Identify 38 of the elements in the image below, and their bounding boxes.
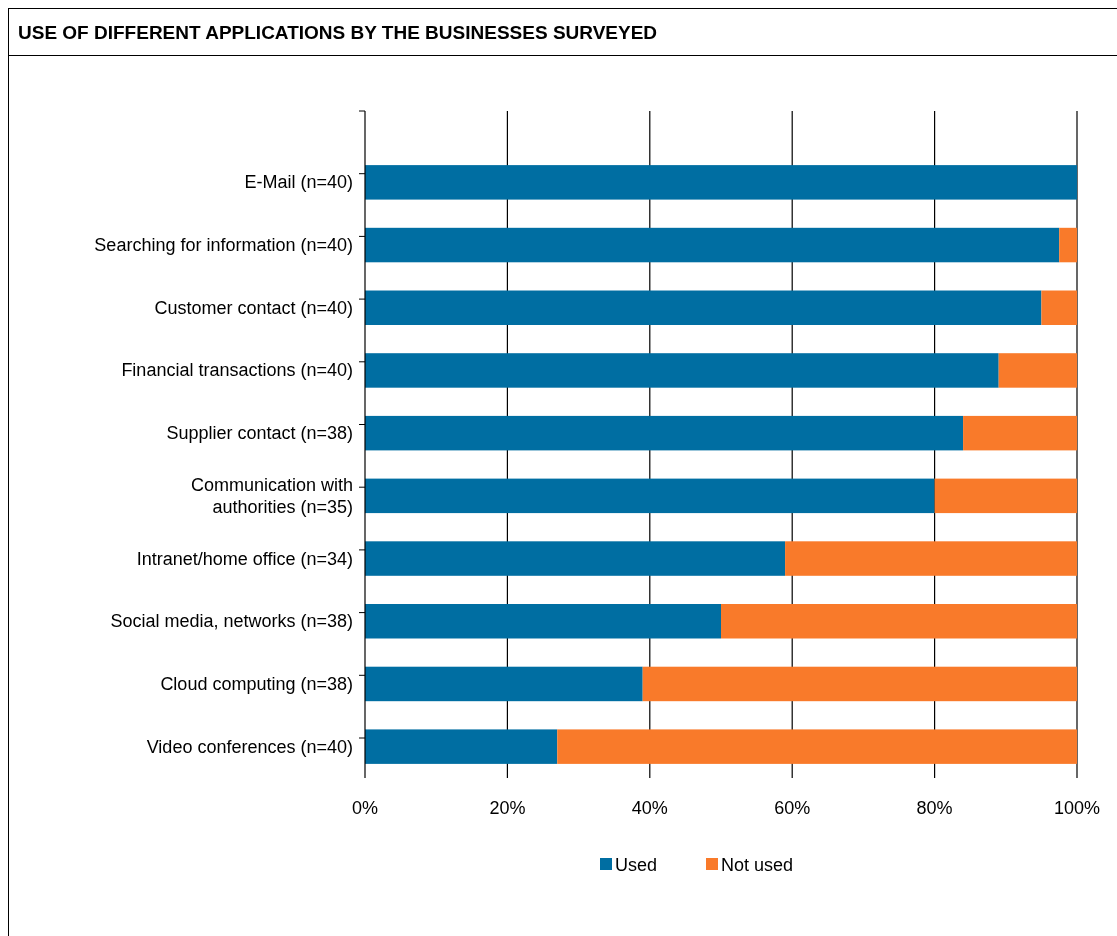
bar bbox=[1041, 290, 1077, 325]
bar bbox=[365, 290, 1042, 325]
x-tick-label: 0% bbox=[351, 798, 379, 818]
x-tick-label: 20% bbox=[489, 798, 526, 818]
y-tick-label: Video conferences (n=40) bbox=[146, 736, 353, 757]
x-tick-label: 100% bbox=[1053, 798, 1101, 818]
bar bbox=[365, 604, 721, 639]
y-tick-label: Financial transactions (n=40) bbox=[121, 360, 353, 381]
y-tick-label: Communication with authorities (n=35) bbox=[190, 474, 353, 517]
y-tick-label: Customer contact (n=40) bbox=[154, 297, 353, 318]
bar bbox=[642, 666, 1077, 702]
bar bbox=[365, 541, 786, 576]
bar bbox=[998, 353, 1077, 388]
y-tick-label: Intranet/home office (n=34) bbox=[136, 548, 353, 569]
bar bbox=[721, 604, 1077, 639]
chart-title: USE OF DIFFERENT APPLICATIONS BY THE BUSINESSES SURVEYED bbox=[18, 22, 658, 43]
bar bbox=[365, 227, 1060, 263]
bar bbox=[365, 165, 1077, 200]
bar bbox=[934, 478, 1077, 514]
y-tick-label: Social media, networks (n=38) bbox=[110, 611, 353, 632]
x-tick-label: 80% bbox=[916, 798, 953, 818]
x-tick-label: 40% bbox=[631, 798, 668, 818]
bar bbox=[365, 478, 935, 514]
bar bbox=[963, 415, 1077, 451]
x-tick-label: 60% bbox=[774, 798, 811, 818]
y-tick-label: Searching for information (n=40) bbox=[94, 235, 353, 256]
bar bbox=[1059, 227, 1077, 263]
bar bbox=[365, 666, 643, 702]
y-tick-label: E-Mail (n=40) bbox=[244, 172, 353, 193]
y-tick-label: Cloud computing (n=38) bbox=[160, 673, 353, 694]
bar bbox=[365, 729, 558, 764]
legend-label: Used bbox=[615, 855, 658, 875]
bar bbox=[785, 541, 1077, 576]
legend-label: Not used bbox=[721, 855, 794, 875]
bar bbox=[365, 353, 999, 388]
y-tick-label: Supplier contact (n=38) bbox=[166, 423, 353, 444]
bar bbox=[365, 415, 964, 451]
bar bbox=[557, 729, 1077, 764]
